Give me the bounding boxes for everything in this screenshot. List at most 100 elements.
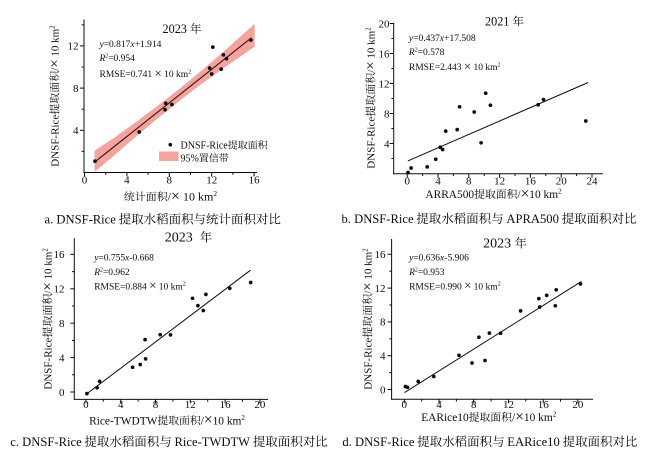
svg-text:=0.953: =0.953 [418,268,445,278]
svg-text:10 km: 10 km [471,282,498,292]
svg-text:×: × [155,66,162,80]
svg-text:20: 20 [379,18,391,30]
svg-text:2023: 2023 [483,237,514,252]
svg-text:4: 4 [384,138,390,150]
svg-text:16: 16 [249,175,261,187]
svg-text:EARice10: EARice10 [507,435,559,449]
svg-text:8: 8 [384,108,390,120]
svg-text:4: 4 [124,175,130,187]
svg-text:DNSF-Rice: DNSF-Rice [50,115,62,167]
svg-text:2: 2 [365,27,372,31]
svg-text:4: 4 [436,399,442,411]
svg-text:16: 16 [538,399,550,411]
svg-text:=0.817: =0.817 [104,40,131,50]
svg-text:×: × [464,59,471,73]
svg-text:16: 16 [220,399,232,411]
svg-text:10 km: 10 km [471,63,498,73]
svg-text:+1.914: +1.914 [135,40,162,50]
svg-text:x: x [439,34,445,44]
svg-text:10 km: 10 km [213,415,242,427]
svg-text:×: × [464,279,471,293]
svg-text:×: × [47,59,63,67]
svg-text:12: 12 [68,41,79,53]
svg-text:/: / [50,67,62,71]
svg-text:12: 12 [206,175,217,187]
svg-text:RMSE=0.741: RMSE=0.741 [100,70,155,80]
svg-text:/: / [517,189,521,201]
svg-text:a. DNSF-Rice: a. DNSF-Rice [45,213,117,227]
svg-text:2: 2 [241,414,245,422]
svg-text:95%: 95% [181,154,199,165]
svg-text:4: 4 [59,352,65,364]
svg-text:d. DNSF-Rice: d. DNSF-Rice [342,435,414,449]
svg-text:/: / [201,415,205,427]
svg-text:=0.437: =0.437 [413,34,440,44]
svg-text:=0.636: =0.636 [413,254,440,264]
svg-text:0: 0 [82,175,88,187]
svg-text:0: 0 [380,384,386,396]
svg-text:10 km: 10 km [366,30,378,61]
svg-text:R: R [99,54,106,64]
svg-text:x: x [124,254,130,264]
svg-text:2: 2 [362,248,369,252]
svg-text:×: × [360,282,376,290]
svg-text:2: 2 [553,411,557,419]
svg-text:2: 2 [415,267,418,273]
svg-text:/: / [363,290,375,294]
svg-text:12: 12 [379,78,390,90]
svg-text:8: 8 [59,318,65,330]
svg-text:x: x [439,254,445,264]
svg-text:/: / [512,412,516,424]
svg-text:2: 2 [498,62,501,68]
svg-text:10 km: 10 km [162,70,189,80]
svg-text:0: 0 [402,399,408,411]
svg-text:×: × [204,412,213,429]
svg-text:EARice10: EARice10 [421,412,469,424]
svg-text:=0.755: =0.755 [98,254,125,264]
svg-text:0: 0 [83,399,89,411]
svg-text:10 km: 10 km [363,251,375,282]
svg-text:2: 2 [558,188,562,196]
svg-text:12: 12 [494,176,505,188]
svg-text:12: 12 [375,283,386,295]
svg-text:16: 16 [375,249,387,261]
svg-text:4: 4 [435,176,441,188]
svg-text:c. DNSF-Rice: c. DNSF-Rice [10,435,82,449]
svg-text:2: 2 [49,25,56,29]
svg-text:2: 2 [100,267,103,273]
svg-text:R: R [93,268,100,278]
svg-text:APRA500: APRA500 [506,212,558,226]
svg-text:×: × [171,187,180,205]
svg-text:/: / [168,190,172,204]
svg-text:DNSF-Rice: DNSF-Rice [43,338,55,390]
svg-text:12: 12 [54,284,65,296]
svg-text:=0.954: =0.954 [108,54,135,64]
svg-text:Rice-TWDTW: Rice-TWDTW [175,435,251,449]
svg-text:20: 20 [572,399,584,411]
svg-text:RMSE=0.884: RMSE=0.884 [94,282,149,292]
svg-text:8: 8 [380,317,386,329]
svg-text:DNSF-Rice: DNSF-Rice [363,338,375,390]
svg-text:+17.508: +17.508 [444,34,476,44]
svg-text:10 km: 10 km [50,28,62,59]
svg-text:×: × [40,282,56,290]
svg-text:y: y [408,254,414,264]
svg-text:×: × [521,185,530,202]
svg-text:10 km: 10 km [43,251,55,282]
svg-text:2: 2 [42,248,49,252]
svg-text:16: 16 [525,176,537,188]
svg-text:2: 2 [213,189,217,198]
svg-text:16: 16 [379,48,391,60]
svg-text:×: × [363,61,379,69]
svg-text:2: 2 [498,282,501,288]
svg-text:RMSE=2.443: RMSE=2.443 [409,63,464,73]
svg-text:b. DNSF-Rice: b. DNSF-Rice [342,212,414,226]
svg-text:=0.962: =0.962 [103,268,130,278]
svg-text:-5.906: -5.906 [444,254,469,264]
svg-text:2: 2 [183,282,186,288]
svg-text:20: 20 [254,399,266,411]
svg-text:2021: 2021 [485,15,512,29]
svg-text:DNSF-Rice: DNSF-Rice [366,117,378,169]
svg-text:4: 4 [118,399,124,411]
svg-text:10 km: 10 km [524,412,553,424]
